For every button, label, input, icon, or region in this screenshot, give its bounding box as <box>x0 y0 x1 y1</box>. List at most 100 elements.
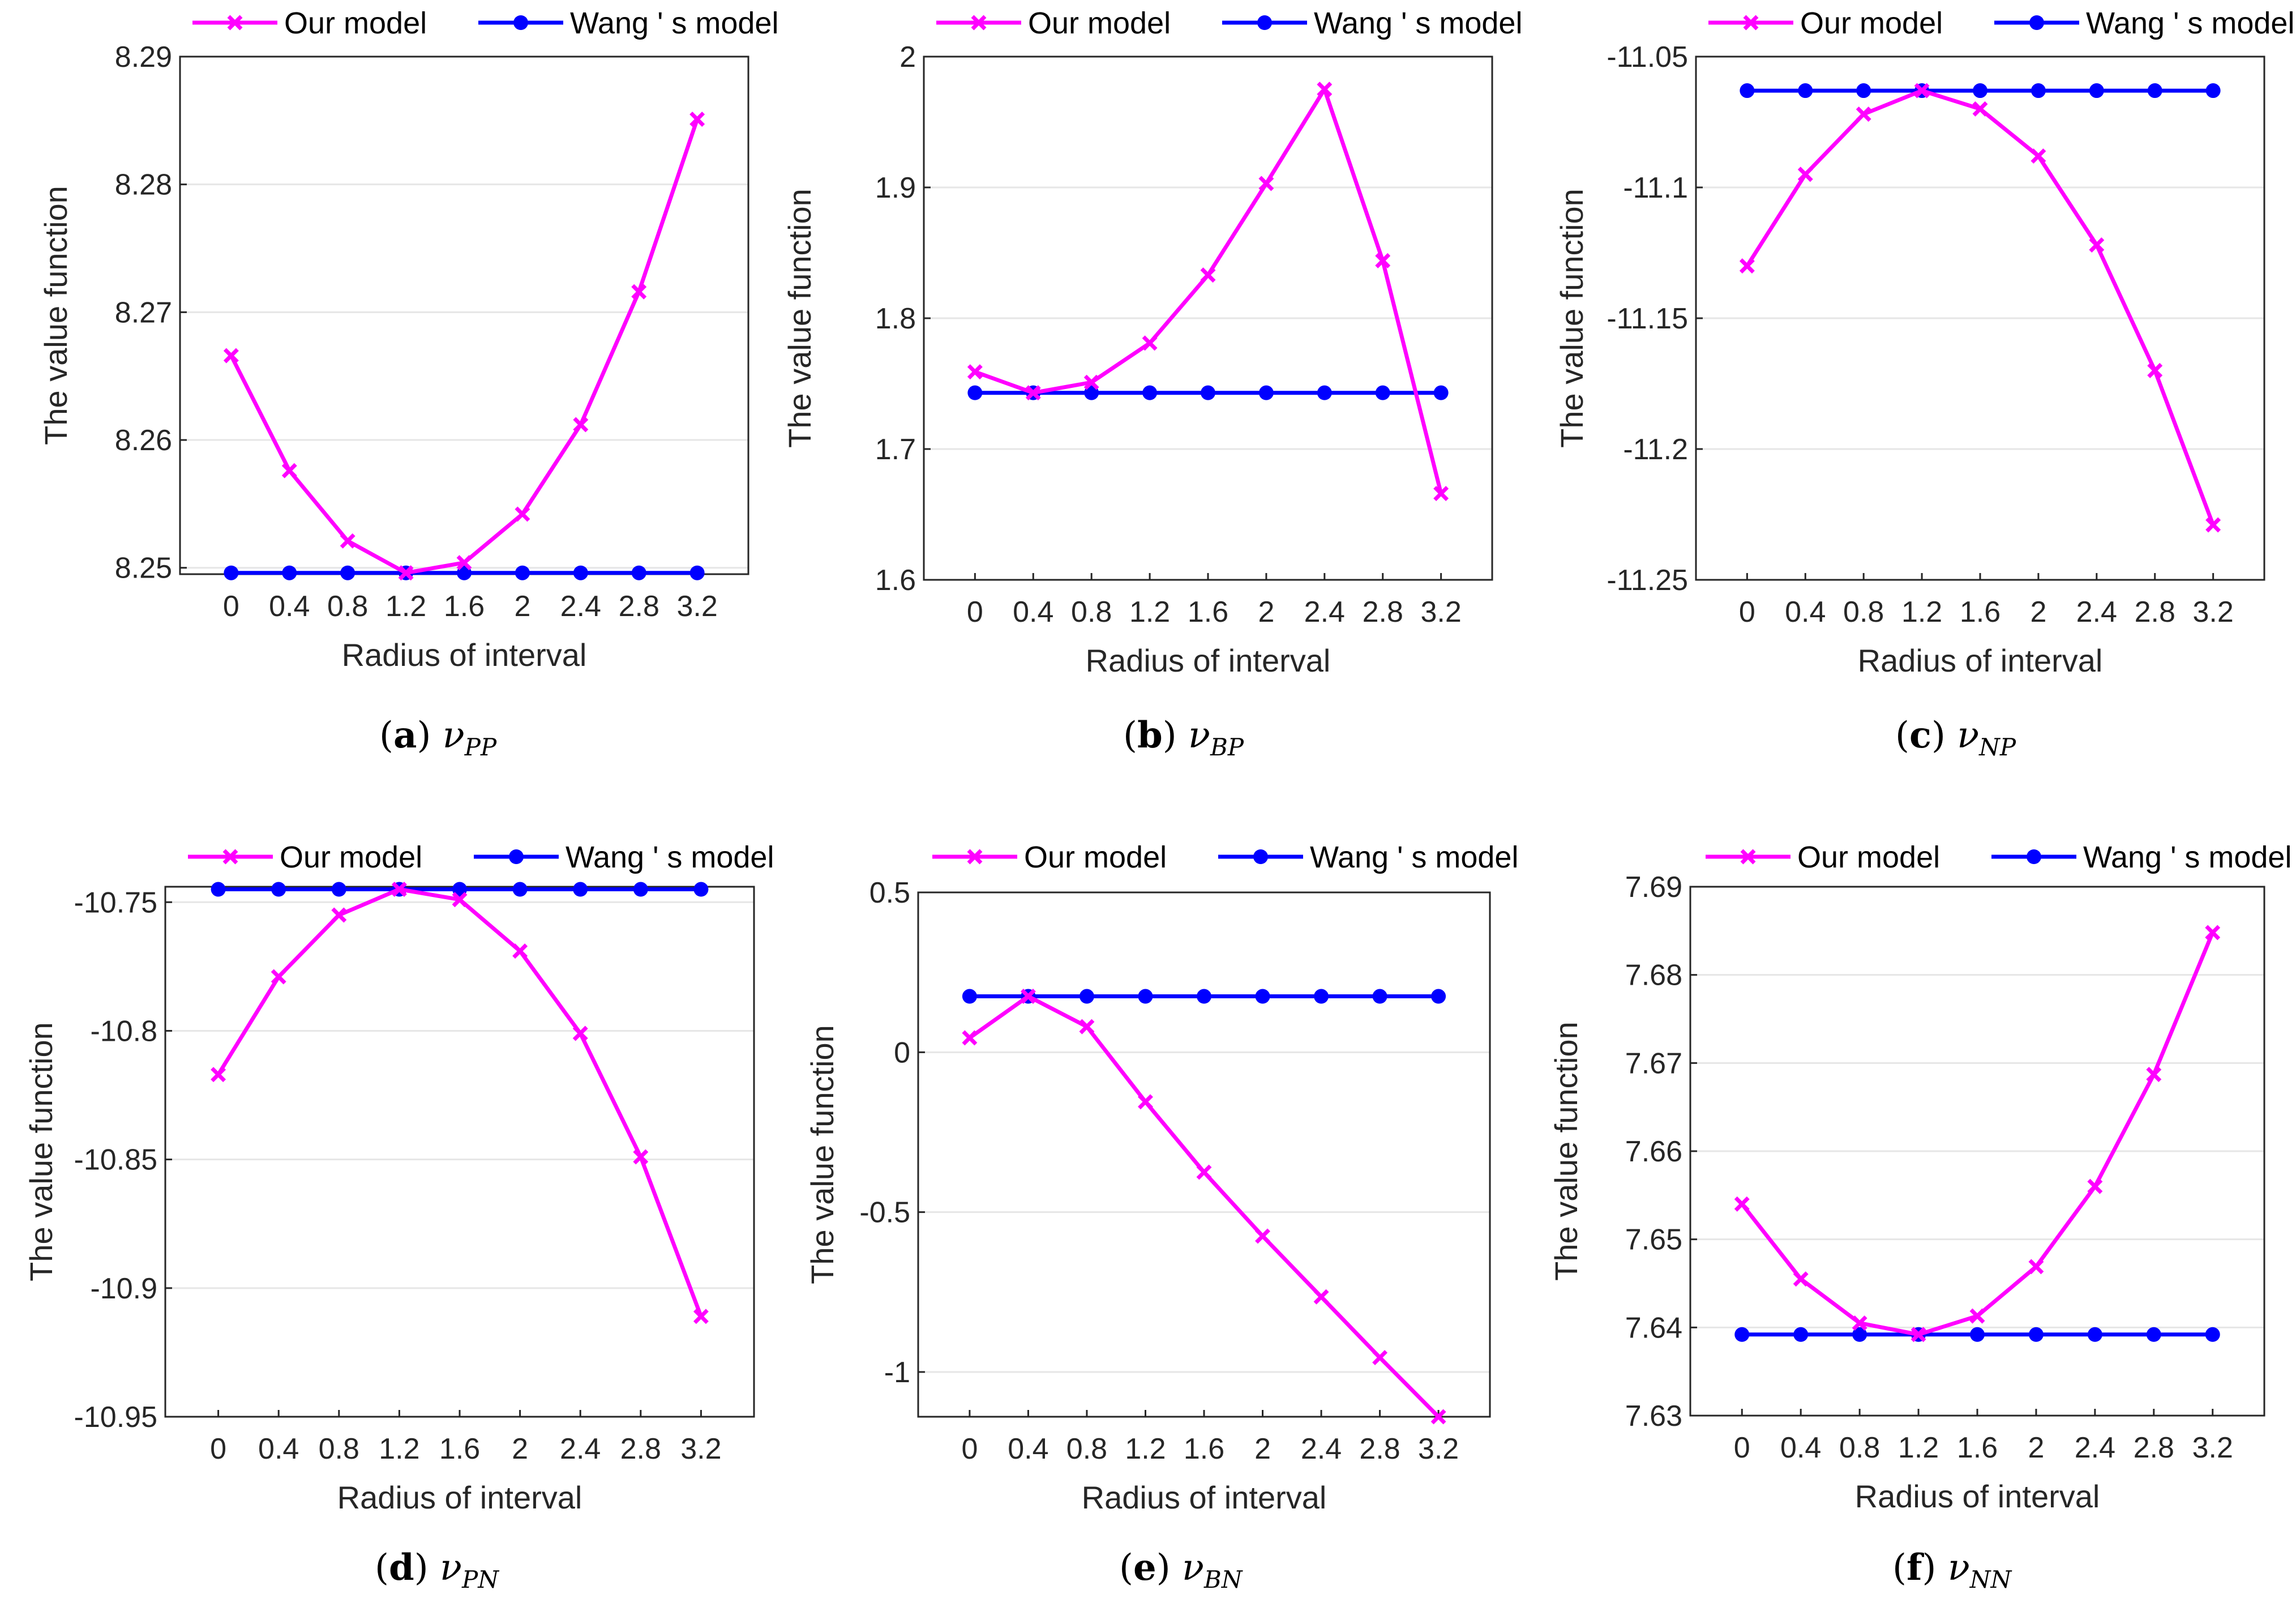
y-tick-label: 8.28 <box>115 169 172 202</box>
panel-caption: (d) νPN <box>375 1546 499 1593</box>
data-point-wang-model <box>1314 989 1329 1004</box>
data-point-our-model <box>1255 1228 1270 1244</box>
x-tick-label: 1.6 <box>1188 596 1228 629</box>
data-point-our-model <box>1372 1350 1388 1366</box>
data-point-wang-model <box>2205 83 2221 99</box>
x-tick-label: 3.2 <box>1420 596 1461 629</box>
data-point-wang-model <box>1970 1327 1985 1342</box>
legend: Our model Wang ' s model <box>1708 6 2294 40</box>
data-point-wang-model <box>1740 83 1755 99</box>
data-point-our-model <box>1375 253 1391 268</box>
x-tick-label: 0.8 <box>1071 596 1112 629</box>
series-line-our-model <box>974 87 1443 494</box>
x-tick-label: 0.4 <box>258 1433 299 1465</box>
x-tick-label: 2 <box>514 590 530 623</box>
y-axis-label: The value function <box>1554 189 1590 448</box>
legend-label-our-model: Our model <box>280 840 422 874</box>
legend-marker-wang-model <box>513 15 528 30</box>
data-point-our-model <box>211 1067 226 1083</box>
data-point-wang-model <box>573 882 588 897</box>
legend-marker-our-model <box>222 849 238 865</box>
x-tick-label: 3.2 <box>2192 1431 2233 1464</box>
x-tick-label: 1.2 <box>1901 596 1942 629</box>
data-point-wang-model <box>633 882 648 897</box>
legend-label-our-model: Our model <box>1800 6 1943 40</box>
y-tick-label: -10.9 <box>90 1272 157 1305</box>
x-tick-label: 2.4 <box>560 590 601 623</box>
x-tick-label: 0.4 <box>1785 596 1826 629</box>
y-tick-label: -11.25 <box>1607 564 1688 597</box>
y-tick-label: -10.75 <box>74 886 157 919</box>
data-point-wang-model <box>1431 989 1446 1004</box>
data-point-our-model <box>1083 374 1099 390</box>
data-point-our-model <box>2147 362 2163 378</box>
data-point-wang-model <box>1255 989 1270 1004</box>
data-point-wang-model <box>573 565 588 580</box>
data-point-wang-model <box>282 565 297 580</box>
data-point-wang-model <box>1372 989 1387 1004</box>
data-point-our-model <box>1196 1164 1212 1180</box>
legend-label-wang-model: Wang ' s model <box>1310 840 1518 874</box>
x-tick-label: 1.2 <box>1125 1433 1166 1465</box>
x-tick-label: 0.8 <box>1843 596 1884 629</box>
x-tick-label: 3.2 <box>680 1433 721 1465</box>
data-point-wang-model <box>2028 1327 2044 1342</box>
y-tick-label: 7.68 <box>1625 959 1682 992</box>
x-tick-label: 1.6 <box>439 1433 480 1465</box>
x-tick-label: 2 <box>2028 1431 2044 1464</box>
legend-marker-wang-model <box>1253 849 1268 864</box>
data-point-wang-model <box>967 385 983 400</box>
data-point-our-model <box>1142 335 1158 351</box>
x-axis-label: Radius of interval <box>1858 643 2103 678</box>
legend-marker-our-model <box>967 849 983 865</box>
data-point-our-model <box>1079 1019 1095 1035</box>
y-tick-label: -0.5 <box>859 1196 910 1229</box>
legend-label-our-model: Our model <box>284 6 427 40</box>
x-tick-label: 0.4 <box>269 590 310 623</box>
x-tick-label: 1.6 <box>1184 1433 1224 1465</box>
legend-label-wang-model: Wang ' s model <box>1314 6 1522 40</box>
data-point-our-model <box>1852 1315 1867 1331</box>
y-tick-label: -11.2 <box>1623 433 1688 466</box>
legend-marker-our-model <box>1740 849 1756 865</box>
data-point-our-model <box>1911 1327 1926 1343</box>
x-tick-label: 1.2 <box>385 590 426 623</box>
data-point-wang-model <box>1197 989 1211 1004</box>
y-tick-label: 1.6 <box>875 564 916 597</box>
y-tick-label: 0.5 <box>869 877 910 909</box>
x-tick-label: 0.4 <box>1780 1431 1821 1464</box>
legend: Our model Wang ' s model <box>936 6 1522 40</box>
x-tick-label: 2.4 <box>2076 596 2117 629</box>
panel-f: 7.63 7.64 7.65 7.66 7.67 7.68 7.69 0 0.4 0.8 1.2 1.… <box>1548 840 2291 1593</box>
y-tick-label: 7.65 <box>1625 1224 1682 1256</box>
data-point-wang-model <box>211 882 226 897</box>
data-point-wang-model <box>2205 1327 2220 1342</box>
data-point-wang-model <box>2089 83 2104 99</box>
legend-label-wang-model: Wang ' s model <box>570 6 778 40</box>
x-tick-label: 2.8 <box>1363 596 1403 629</box>
data-point-our-model <box>1734 1196 1750 1212</box>
panel-caption: (a) νPP <box>379 714 497 761</box>
y-tick-label: 7.64 <box>1625 1311 1682 1344</box>
data-point-our-model <box>572 1025 588 1041</box>
y-tick-label: 8.25 <box>115 552 172 585</box>
data-point-wang-model <box>2031 83 2046 99</box>
data-point-wang-model <box>1734 1327 1750 1342</box>
y-axis-label: The value function <box>23 1022 59 1281</box>
data-point-wang-model <box>962 989 977 1004</box>
y-axis-label: The value function <box>804 1025 840 1284</box>
data-point-wang-model <box>1317 385 1332 400</box>
y-tick-label: 1.9 <box>875 172 916 204</box>
data-point-wang-model <box>1258 385 1274 400</box>
panel-d: -10.95 -10.9 -10.85 -10.8 -10.75 0 0.4 0.8 1.2 1.… <box>23 840 774 1593</box>
data-point-wang-model <box>340 565 355 580</box>
y-tick-label: 8.26 <box>115 424 172 457</box>
x-tick-label: 2 <box>1254 1433 1271 1465</box>
x-tick-label: 2.8 <box>2135 596 2175 629</box>
panel-c: -11.25 -11.2 -11.15 -11.1 -11.05 0 0.4 0.8 1.2 1.… <box>1554 6 2294 761</box>
data-point-wang-model <box>452 882 467 897</box>
data-point-wang-model <box>515 565 530 580</box>
data-point-our-model <box>573 417 589 433</box>
x-tick-label: 0 <box>961 1433 978 1465</box>
data-point-our-model <box>340 533 355 549</box>
